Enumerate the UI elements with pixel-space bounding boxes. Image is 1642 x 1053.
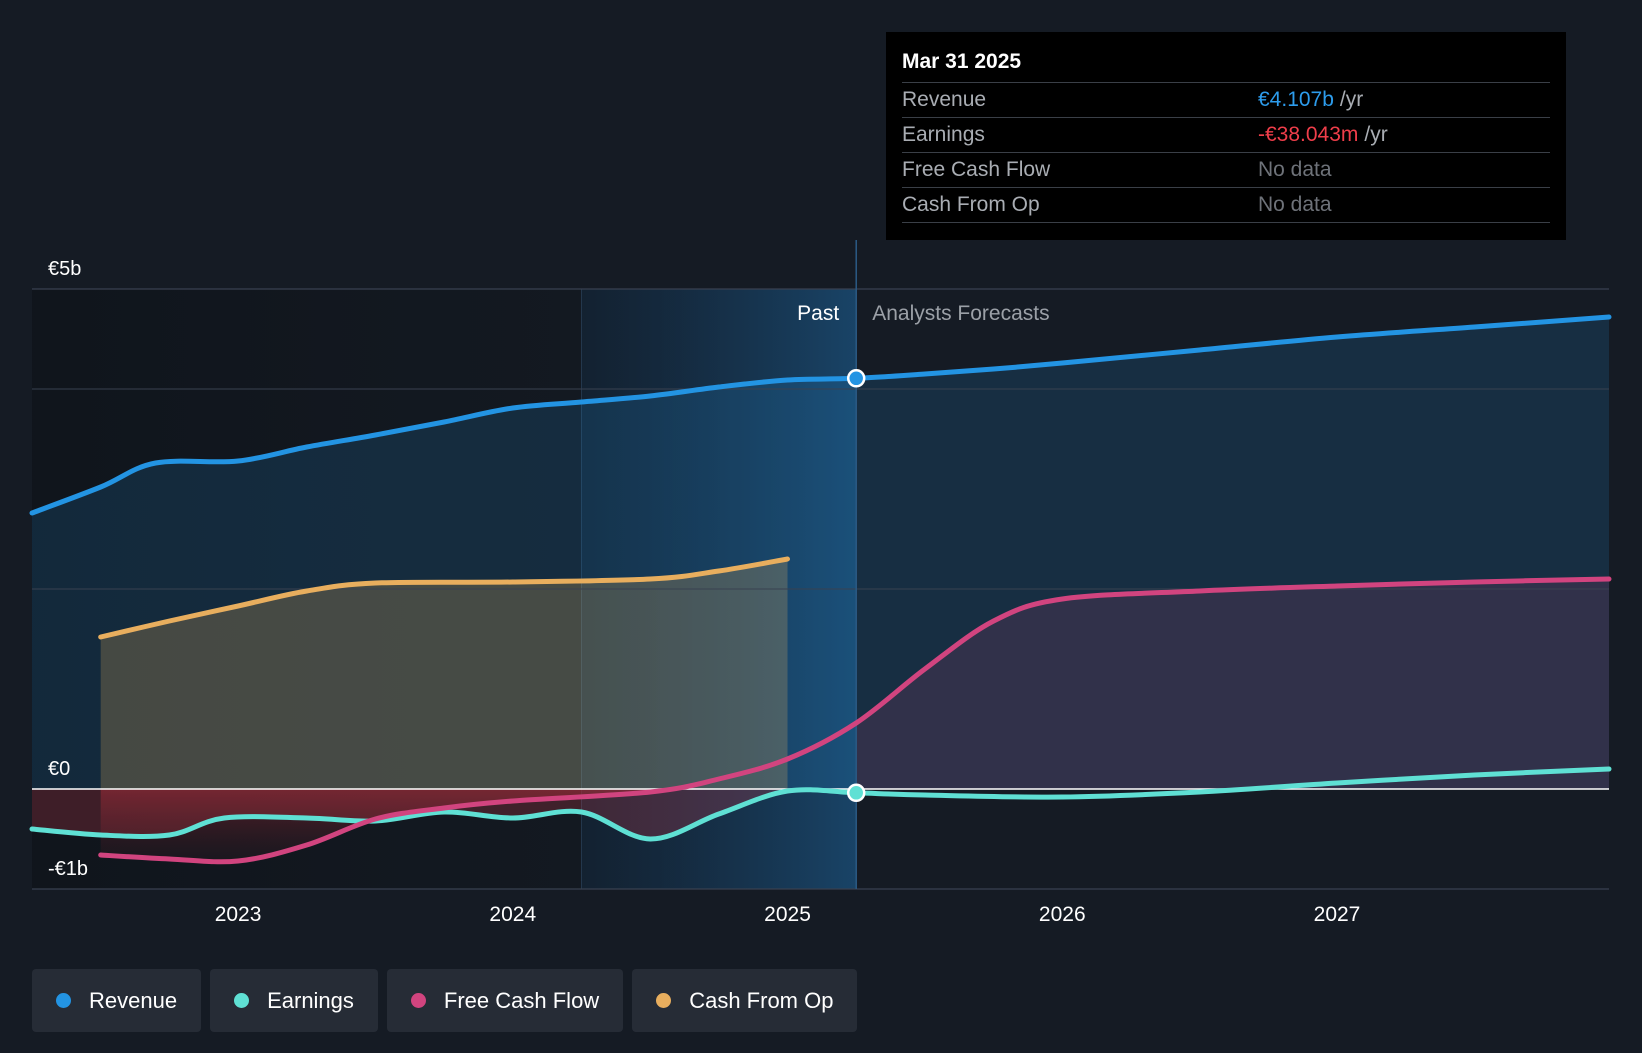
tooltip-row-earnings: Earnings -€38.043m /yr (902, 118, 1550, 153)
cash-from-op-line (98, 556, 790, 640)
earnings-line (29, 766, 1612, 842)
x-tick-label: 2025 (764, 903, 811, 926)
tooltip-value: €4.107b (1258, 88, 1334, 111)
legend-label: Revenue (89, 987, 178, 1013)
legend-item-revenue[interactable]: Revenue (32, 969, 202, 1032)
tooltip-row-revenue: Revenue €4.107b /yr (902, 83, 1550, 118)
earnings-marker (846, 783, 866, 803)
y-tick-label: €0 (48, 758, 70, 780)
tooltip-date: Mar 31 2025 (902, 46, 1550, 83)
x-tick-label: 2026 (1039, 903, 1086, 926)
forecast-label: Analysts Forecasts (872, 302, 1049, 325)
tooltip-value: -€38.043m (1258, 123, 1359, 146)
free-cash-flow-area (856, 579, 1609, 789)
x-tick-label: 2024 (489, 903, 536, 926)
tooltip-label: Cash From Op (902, 193, 1040, 216)
cash-from-op-area (100, 559, 788, 789)
legend-label: Cash From Op (689, 987, 834, 1013)
legend-dot-icon (234, 993, 250, 1008)
legend-label: Earnings (267, 987, 354, 1013)
tooltip-value: No data (1258, 158, 1332, 181)
revenue-marker (846, 369, 866, 388)
earnings-area (32, 789, 857, 840)
tooltip-label: Earnings (902, 123, 985, 146)
revenue-area (32, 317, 1609, 789)
x-tick-label: 2023 (215, 903, 262, 926)
tooltip-unit: /yr (1339, 88, 1364, 111)
legend-item-earnings[interactable]: Earnings (210, 969, 378, 1032)
x-tick-label: 2027 (1314, 903, 1361, 926)
revenue-line (29, 314, 1612, 516)
tooltip-row-free-cash-flow: Free Cash Flow No data (902, 153, 1550, 188)
tooltip: Mar 31 2025 Revenue €4.107b /yr Earnings… (886, 32, 1566, 240)
legend-dot-icon (410, 993, 426, 1008)
free-cash-flow-line (98, 576, 1612, 865)
tooltip-row-cash-from-op: Cash From Op No data (902, 188, 1550, 223)
tooltip-label: Free Cash Flow (902, 158, 1051, 181)
legend-dot-icon (656, 993, 672, 1008)
legend-item-cash-from-op[interactable]: Cash From Op (632, 969, 858, 1032)
legend-label: Free Cash Flow (443, 987, 600, 1013)
legend-dot-icon (56, 993, 71, 1008)
tooltip-value: No data (1258, 193, 1332, 216)
y-tick-label: €5b (48, 258, 81, 280)
tooltip-label: Revenue (902, 88, 987, 111)
past-label: Past (797, 302, 839, 325)
legend-item-free-cash-flow[interactable]: Free Cash Flow (386, 969, 624, 1032)
negative-area (100, 789, 651, 862)
y-tick-label: -€1b (48, 858, 88, 880)
legend: Revenue Earnings Free Cash Flow Cash Fro… (32, 969, 858, 1032)
tooltip-unit: /yr (1364, 123, 1388, 146)
